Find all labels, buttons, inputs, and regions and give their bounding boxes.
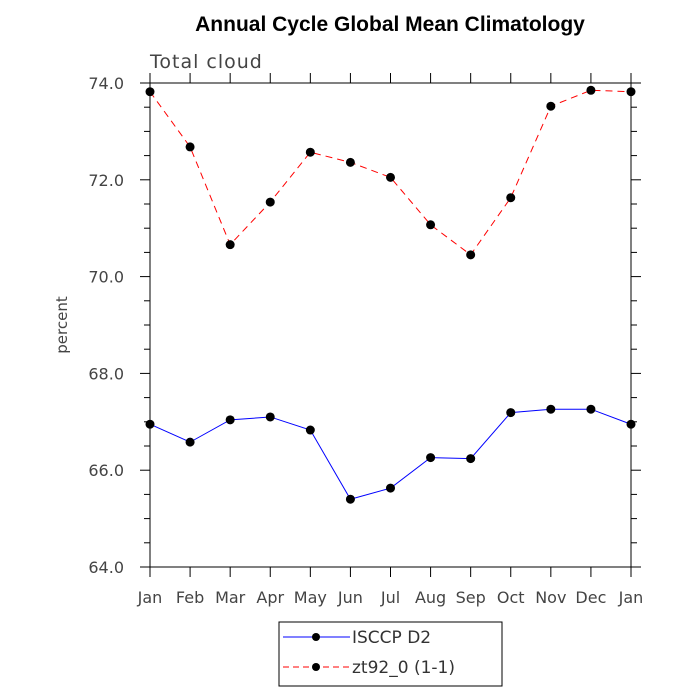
data-point-series-0 [626,419,636,429]
data-point-series-1 [466,250,476,260]
x-tick-label: Jan [618,588,644,607]
chart-title: Annual Cycle Global Mean Climatology [195,13,585,36]
x-tick-label: Feb [176,588,204,607]
y-axis-label: percent [53,296,71,354]
legend-box [278,621,503,687]
y-tick-label: 68.0 [88,364,124,383]
y-tick-label: 66.0 [88,461,124,480]
data-point-series-0 [145,419,155,429]
legend-label-isccp: ISCCP D2 [352,628,431,648]
y-tick-label: 64.0 [88,558,124,577]
data-point-series-1 [265,197,275,207]
x-tick-label: May [294,588,327,607]
data-point-series-0 [185,437,195,447]
data-point-series-0 [586,404,596,414]
series-line-1 [149,89,632,256]
x-tick-label: Jan [137,588,163,607]
x-tick-label: Apr [256,588,284,607]
data-point-series-0 [345,494,355,504]
chart-subtitle: Total cloud [149,51,263,73]
x-tick-label: Mar [215,588,246,607]
x-tick-label: Sep [456,588,486,607]
x-tick-label: Jun [337,588,363,607]
data-point-series-1 [345,157,355,167]
data-point-series-1 [626,87,636,97]
y-tick-label: 74.0 [88,74,124,93]
data-point-series-0 [305,425,315,435]
data-point-series-1 [185,142,195,152]
data-point-series-1 [586,85,596,95]
data-point-series-0 [265,412,275,422]
data-point-series-1 [145,87,155,97]
data-point-series-0 [546,404,556,414]
legend: ISCCP D2 zt92_0 (1-1) [278,621,503,687]
x-tick-label: Aug [415,588,446,607]
legend-marker-isccp [312,633,320,641]
data-point-series-1 [386,172,395,182]
data-point-series-0 [506,408,516,418]
y-axis-ticks: 64.0 66.0 68.0 70.0 72.0 74.0 [88,74,641,577]
y-tick-label: 72.0 [88,171,124,190]
data-point-series-0 [466,454,476,464]
plot-frame [149,82,632,568]
x-tick-label: Nov [535,588,566,607]
data-point-series-1 [506,193,516,203]
x-tick-label: Dec [575,588,606,607]
legend-marker-zt92 [312,663,320,671]
data-point-series-0 [225,415,235,425]
data-point-series-0 [426,453,436,463]
y-tick-label: 70.0 [88,268,124,287]
data-point-series-1 [305,147,315,157]
data-point-series-0 [386,483,395,493]
x-tick-label: Jul [380,588,400,607]
data-point-series-1 [546,101,556,111]
data-point-series-1 [426,220,436,230]
series-layer [145,85,636,504]
legend-label-zt92: zt92_0 (1-1) [352,658,455,678]
x-axis-ticks: Jan Feb Mar Apr May Jun Jul Aug Sep Oct Nov Dec Jan [137,73,644,607]
data-point-series-1 [225,240,235,250]
x-tick-label: Oct [497,588,525,607]
